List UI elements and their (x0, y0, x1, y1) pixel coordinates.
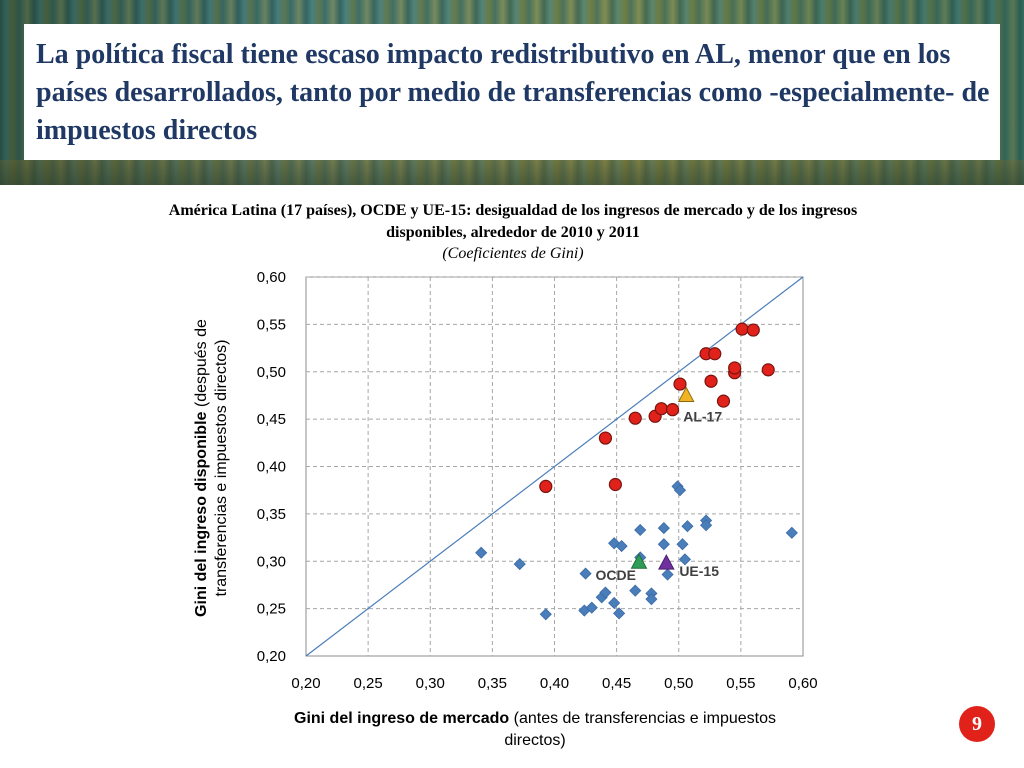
y-tick-label: 0,20 (257, 648, 286, 665)
ocde-country-point (475, 546, 488, 559)
y-tick-label: 0,60 (257, 269, 286, 286)
y-tick-label: 0,30 (257, 553, 286, 570)
y-tick-label: 0,45 (257, 411, 286, 428)
x-tick-label: 0,25 (354, 675, 383, 692)
ocde-country-point (634, 523, 647, 537)
ocde-country-point (579, 567, 592, 580)
chart-header: América Latina (17 países), OCDE y UE-15… (140, 200, 886, 264)
y-tick-label: 0,50 (257, 364, 286, 381)
latam-country-point (735, 322, 749, 336)
ocde-country-point (661, 568, 674, 581)
x-tick-label: 0,30 (416, 675, 445, 692)
x-tick-label: 0,35 (478, 675, 507, 692)
x-tick-label: 0,40 (540, 675, 569, 692)
ocde-country-point (681, 520, 694, 533)
equality-line (305, 276, 804, 657)
x-axis-label-bold: Gini del ingreso de mercado (294, 710, 510, 727)
ocde-country-point (678, 553, 692, 566)
y-tick-label: 0,55 (257, 316, 286, 333)
ocde-label: OCDE (596, 567, 636, 583)
ocde-country-point (657, 522, 670, 535)
y-axis-label: Gini del ingreso disponible (después de … (192, 288, 232, 648)
ocde-country-point (599, 586, 612, 599)
ocde-country-point (585, 601, 598, 614)
x-tick-label: 0,55 (726, 675, 755, 692)
latam-country-point (654, 402, 668, 416)
latam-country-point (628, 411, 642, 425)
al17-label: AL-17 (683, 408, 722, 424)
latam-country-point (746, 323, 760, 337)
latam-country-point (728, 361, 742, 375)
ue15-label: UE-15 (679, 563, 719, 579)
chart-title: América Latina (17 países), OCDE y UE-15… (168, 202, 858, 241)
ocde-country-point (629, 584, 642, 597)
latam-country-point (716, 394, 731, 408)
ocde-country-point (608, 596, 621, 610)
ocde-country-point (539, 608, 552, 621)
ocde-country-point (657, 538, 670, 551)
y-axis-label-bold: Gini del ingreso disponible (193, 411, 210, 617)
ocde-country-point (700, 519, 713, 532)
x-tick-label: 0,50 (664, 675, 693, 692)
slide-title: La política fiscal tiene escaso impacto … (36, 39, 990, 146)
ocde-country-point (645, 593, 658, 606)
page-number-badge: 9 (959, 706, 995, 742)
x-tick-label: 0,20 (291, 675, 320, 692)
y-tick-label: 0,40 (257, 459, 286, 476)
ocde-country-point (676, 538, 689, 551)
ocde-country-point (785, 526, 798, 539)
x-tick-label: 0,45 (602, 675, 631, 692)
latam-country-point (598, 431, 613, 445)
ocde-country-point (513, 558, 526, 571)
title-box: La política fiscal tiene escaso impacto … (24, 24, 1000, 160)
latam-country-point (704, 374, 718, 388)
latam-country-point (608, 477, 622, 492)
ocde-average-point (630, 553, 648, 569)
latam-country-point (673, 377, 687, 391)
x-tick-label: 0,60 (788, 675, 817, 692)
ocde-country-point (613, 607, 626, 620)
latam-country-point (708, 347, 722, 361)
latam-country-point (665, 403, 680, 417)
latam-country-point (539, 479, 553, 493)
y-tick-label: 0,25 (257, 601, 286, 618)
x-axis-label: Gini del ingreso de mercado (antes de tr… (280, 708, 790, 752)
ocde-country-point (673, 484, 687, 497)
chart-subtitle: (Coeficientes de Gini) (442, 245, 584, 262)
ocde-country-point (615, 540, 628, 553)
latam-country-point (761, 363, 775, 377)
al17-average-point (677, 386, 695, 402)
x-axis-label-rest: (antes de transferencias e impuestos dir… (504, 710, 776, 749)
y-tick-label: 0,35 (257, 506, 286, 523)
header-banner-strip (0, 160, 1024, 185)
ue15-average-point (657, 554, 675, 570)
